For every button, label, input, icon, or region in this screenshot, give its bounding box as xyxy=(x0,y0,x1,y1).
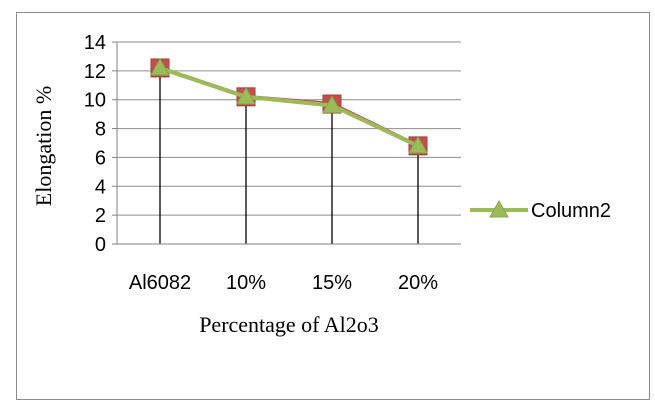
y-tick-label: 6 xyxy=(95,147,106,169)
x-tick-label: 10% xyxy=(226,272,266,294)
data-point xyxy=(236,86,256,105)
legend-swatch-marker xyxy=(489,199,509,218)
x-axis-title: Percentage of Al2o3 xyxy=(199,312,379,337)
x-tick-label: 15% xyxy=(312,272,352,294)
x-tick-labels: Al6082 10% 15% 20% xyxy=(129,272,438,294)
chart-frame xyxy=(16,12,650,400)
x-tick-label: 20% xyxy=(398,272,438,294)
series-2 xyxy=(150,57,428,154)
series-layer xyxy=(150,57,428,156)
y-tick-label: 10 xyxy=(84,90,106,112)
series-1 xyxy=(150,58,428,156)
data-point xyxy=(322,95,342,113)
y-tick-label: 14 xyxy=(84,32,106,54)
legend-label: Column2 xyxy=(531,200,611,222)
y-tick-label: 12 xyxy=(84,61,106,83)
y-tick-labels: 0 2 4 6 8 10 12 14 xyxy=(84,32,106,256)
legend: Column2 xyxy=(470,199,611,222)
x-tick-label: Al6082 xyxy=(129,272,191,294)
data-point xyxy=(408,135,428,154)
y-axis-title: Elongation % xyxy=(31,86,56,206)
series-line xyxy=(159,66,419,148)
y-tick-label: 2 xyxy=(95,205,106,227)
drop-lines xyxy=(159,67,419,244)
data-point xyxy=(150,57,170,76)
y-tick-label: 4 xyxy=(95,176,106,198)
y-tick-label: 8 xyxy=(95,119,106,141)
y-tick-label: 0 xyxy=(95,234,106,256)
